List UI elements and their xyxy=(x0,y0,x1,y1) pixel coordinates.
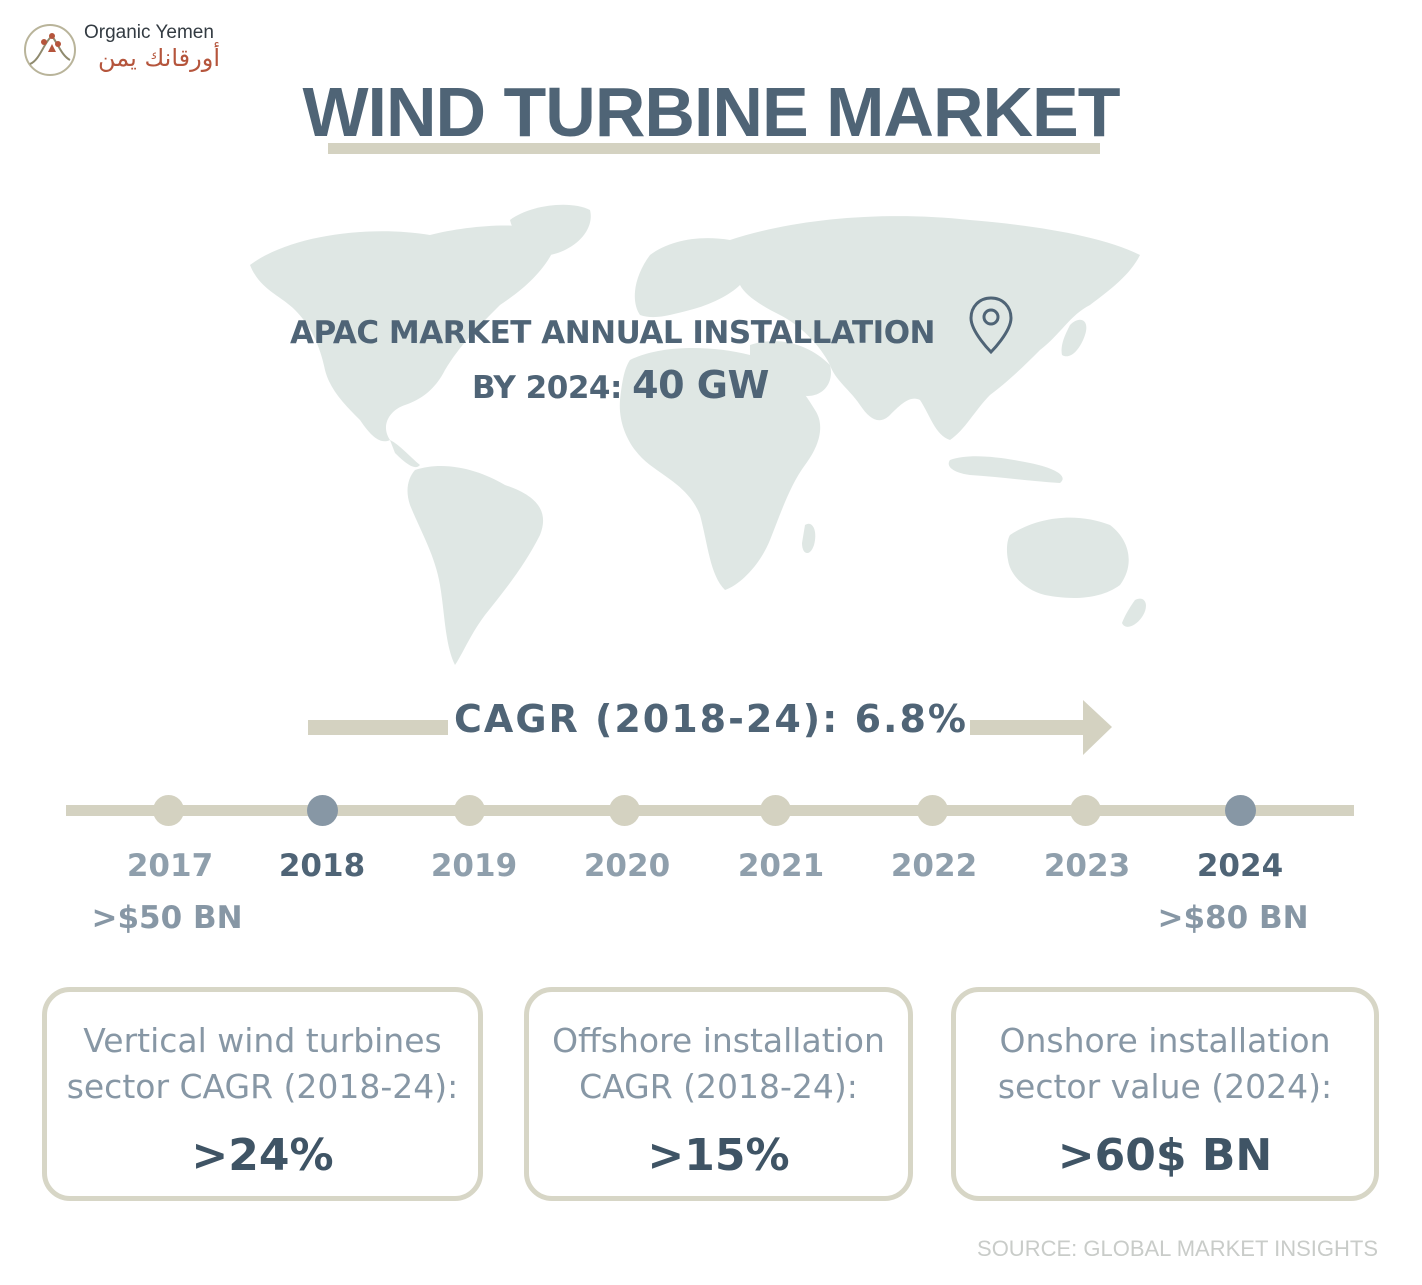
map-europe xyxy=(634,238,749,318)
stat-card-label-line2: sector value (2024): xyxy=(997,1067,1333,1106)
apac-value: 40 GW xyxy=(632,363,769,407)
stat-card-label-line1: Onshore installation xyxy=(999,1021,1331,1060)
timeline-year-2021: 2021 xyxy=(737,848,825,884)
cagr-arrow xyxy=(308,700,1112,755)
timeline-year-2017: 2017 xyxy=(126,848,214,884)
map-new-zealand xyxy=(1122,598,1146,627)
stat-card-value: >60$ BN xyxy=(1057,1130,1273,1181)
timeline-dot-2021 xyxy=(760,795,791,826)
timeline-year-2019: 2019 xyxy=(430,848,518,884)
map-africa xyxy=(619,348,821,590)
stat-card-label: Onshore installation sector value (2024)… xyxy=(956,1018,1374,1110)
world-map xyxy=(250,204,1146,665)
timeline-end-value: >$80 BN xyxy=(1157,900,1309,936)
apac-subline-prefix: BY 2024: xyxy=(472,370,633,406)
stat-card-label: Vertical wind turbines sector CAGR (2018… xyxy=(47,1018,478,1110)
stat-card-value: >15% xyxy=(647,1130,790,1181)
timeline-dot-2023 xyxy=(1070,795,1101,826)
timeline-year-2022: 2022 xyxy=(890,848,978,884)
stat-card-vertical-turbines: Vertical wind turbines sector CAGR (2018… xyxy=(42,987,483,1201)
brand-logo: Organic Yemen أورقانك يمن xyxy=(22,22,262,82)
timeline-start-value: >$50 BN xyxy=(91,900,243,936)
timeline-year-2020: 2020 xyxy=(583,848,671,884)
timeline-dot-2022 xyxy=(917,795,948,826)
title-underline xyxy=(328,143,1100,154)
timeline-dot-2020 xyxy=(609,795,640,826)
timeline-dot-2018 xyxy=(307,795,338,826)
map-japan xyxy=(1061,319,1087,357)
stat-card-value: >24% xyxy=(191,1130,334,1181)
timeline-year-2024: 2024 xyxy=(1196,848,1284,884)
timeline-dot-2017 xyxy=(153,795,184,826)
timeline-year-2023: 2023 xyxy=(1043,848,1131,884)
stat-card-label-line2: sector CAGR (2018-24): xyxy=(66,1067,459,1106)
map-australia xyxy=(1006,517,1129,598)
apac-headline: APAC MARKET ANNUAL INSTALLATION xyxy=(290,315,936,351)
stat-card-label: Offshore installation CAGR (2018-24): xyxy=(529,1018,908,1110)
map-north-america xyxy=(250,225,560,442)
timeline-year-2018: 2018 xyxy=(278,848,366,884)
stat-card-offshore: Offshore installation CAGR (2018-24): >1… xyxy=(524,987,913,1201)
apac-subline: BY 2024: 40 GW xyxy=(472,363,769,407)
cagr-label: CAGR (2018-24): 6.8% xyxy=(454,697,968,741)
stat-card-onshore: Onshore installation sector value (2024)… xyxy=(951,987,1379,1201)
map-greenland xyxy=(510,204,591,255)
brand-name-english: Organic Yemen xyxy=(84,22,214,43)
page-title: WIND TURBINE MARKET xyxy=(302,73,1120,151)
brand-name-arabic: أورقانك يمن xyxy=(98,44,220,72)
stat-card-label-line1: Offshore installation xyxy=(552,1021,885,1060)
logo-mark-icon xyxy=(24,24,76,76)
map-south-america xyxy=(407,465,544,665)
timeline-track xyxy=(66,805,1354,816)
map-asia xyxy=(730,216,1140,440)
map-central-america xyxy=(390,440,420,468)
timeline-dot-2024 xyxy=(1225,795,1256,826)
timeline-dot-2019 xyxy=(454,795,485,826)
location-pin-icon xyxy=(969,296,1013,355)
map-madagascar xyxy=(802,523,816,554)
map-indonesia xyxy=(948,456,1063,483)
stat-card-label-line2: CAGR (2018-24): xyxy=(579,1067,858,1106)
map-middle-east xyxy=(750,341,831,396)
source-note: SOURCE: GLOBAL MARKET INSIGHTS xyxy=(977,1236,1378,1261)
stat-card-label-line1: Vertical wind turbines xyxy=(83,1021,442,1060)
